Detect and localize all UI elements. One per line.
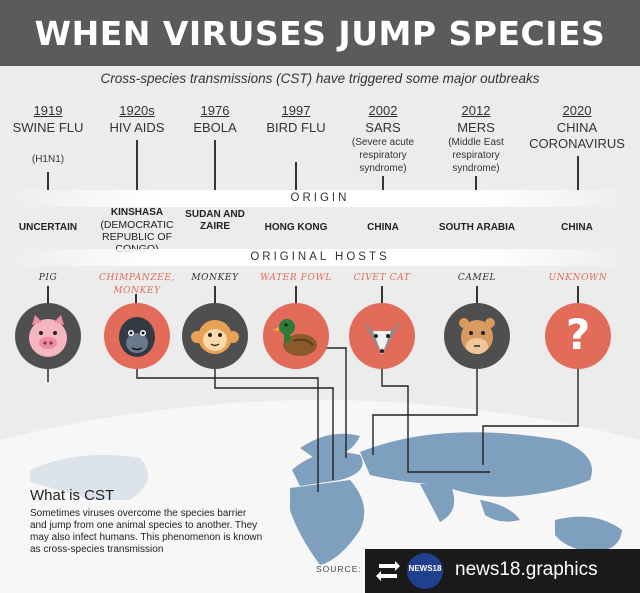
connector-camel [372,368,478,455]
continent-europe [292,452,363,486]
year-1997: 1997 [281,103,311,118]
chimpanzee-circle [104,303,170,369]
year-1919: 1919 [33,103,63,118]
connector-lines [47,347,579,492]
year-1976: 1976 [200,103,230,118]
virus-ebola: EBOLA [193,120,237,135]
timeline-tick [136,140,138,190]
virus-sub-h1n1: (H1N1) [31,154,65,165]
cst-heading: What is CST [30,487,115,504]
news18-logo[interactable]: NEWS18 [407,553,443,589]
gorilla-icon [119,317,155,357]
origin-label: ORIGIN [290,192,350,204]
page-subtitle: Cross-species transmissions (CST) have t… [100,71,540,86]
virus-sars: SARS [365,120,401,135]
origin-uncertain: UNCERTAIN [18,222,78,233]
unknown-circle: ? [545,303,611,369]
host-civet-cat: CIVET CAT [353,273,411,283]
continent-greenland [300,433,360,462]
timeline-tick [295,162,297,190]
monkey-icon [191,320,239,354]
origin-china-covid: CHINA [561,222,593,233]
origin-hong-kong: HONG KONG [264,222,328,233]
host-water-fowl: WATER FOWL [260,273,332,283]
continent-asia [360,432,592,497]
page-title: WHEN VIRUSES JUMP SPECIES [34,14,606,53]
origin-china-sars: CHINA [367,222,399,233]
year-2020: 2020 [562,103,592,118]
origin-band [0,190,640,207]
continent-africa [290,480,365,565]
civet-cat-circle [349,303,415,369]
camel-circle [444,303,510,369]
host-chimpanzee-monkey: CHIMPANZEE, MONKEY [99,273,175,296]
connector-monkey [214,368,334,480]
origin-south-arabia: SOUTH ARABIA [438,222,516,233]
host-line [47,286,49,303]
year-2002: 2002 [368,103,398,118]
civet-icon [363,321,401,355]
duck-icon [272,319,317,356]
repost-bar: NEWS18 news18.graphics [365,549,640,593]
host-pig: PIG [38,273,58,283]
virus-bird-flu: BIRD FLU [266,120,326,135]
water-fowl-circle [263,303,329,369]
timeline-tick [475,176,477,190]
host-monkey: MONKEY [191,273,239,283]
host-line [476,286,478,303]
host-camel: CAMEL [457,273,497,283]
continent-americas [30,454,148,500]
virus-sub-sars: (Severe acute respiratory syndrome) [351,137,415,174]
virus-china-coronavirus: CHINA CORONAVIRUS [529,120,625,151]
continent-australia [555,516,622,552]
question-mark-icon: ? [565,310,591,359]
connector-chimpanzee [136,368,319,492]
repost-icon[interactable] [373,556,403,586]
host-line [135,294,137,303]
host-unknown: UNKNOWN [548,273,608,283]
news18-logo-text: NEWS18 [408,564,442,573]
connector-unknown [482,368,579,465]
hosts-band [0,249,640,266]
virus-sub-mers: (Middle East respiratory syndrome) [448,137,504,174]
timeline-tick [382,176,384,190]
pig-icon [29,315,67,357]
hosts-label: ORIGINAL HOSTS [250,251,390,263]
host-line [295,286,297,303]
virus-mers: MERS [457,120,495,135]
host-line [381,286,383,303]
camel-icon [459,318,495,354]
cst-description: Sometimes viruses overcome the species b… [30,508,263,555]
virus-swine-flu: SWINE FLU [12,120,84,135]
connector-civet-cat [381,368,490,473]
repost-handle[interactable]: news18.graphics [455,559,598,580]
header-band [0,0,640,66]
timeline-tick [47,172,49,190]
virus-hiv-aids: HIV AIDS [109,120,165,135]
host-line [577,286,579,303]
origin-kinshasa: KINSHASA [110,207,164,218]
monkey-circle [182,303,248,369]
continent-india-se-asia [420,484,520,522]
year-1920s: 1920s [119,103,155,118]
timeline-tick [577,156,579,190]
source-label: SOURCE: [316,564,362,574]
pig-circle [15,303,81,369]
timeline-tick [214,140,216,190]
year-2012: 2012 [461,103,491,118]
host-line [214,286,216,303]
origin-sudan-zaire: SUDAN AND ZAIRE [185,209,245,232]
